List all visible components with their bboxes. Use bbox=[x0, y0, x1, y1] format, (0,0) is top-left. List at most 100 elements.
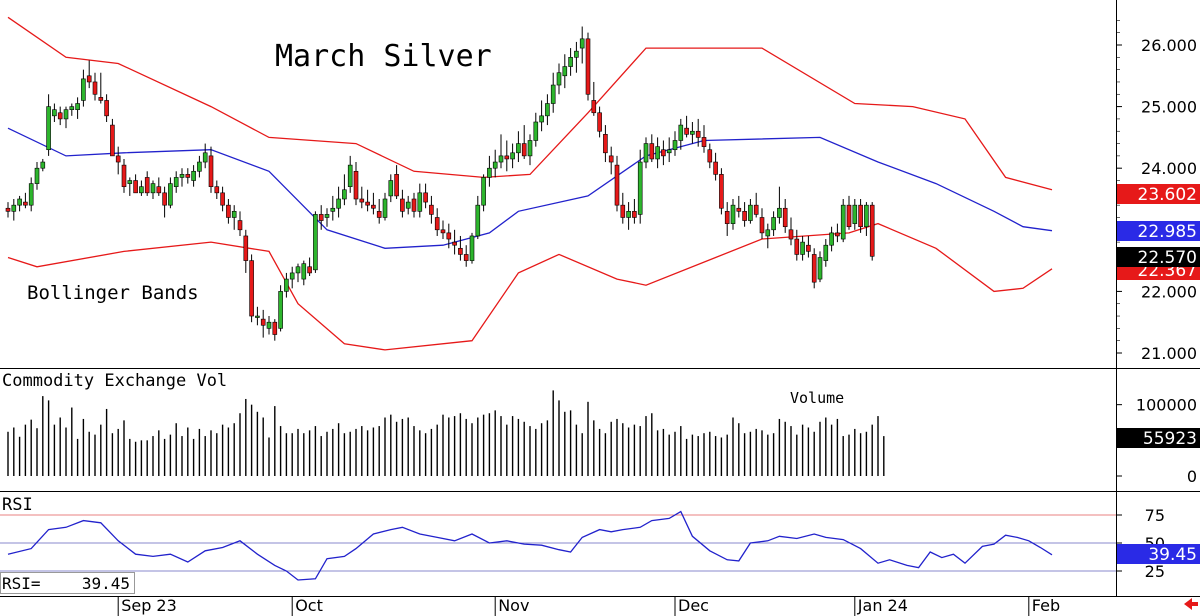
candle-body bbox=[411, 198, 417, 212]
volume-tag-value: 55923 bbox=[1143, 429, 1197, 449]
candle-body bbox=[678, 124, 684, 141]
candle-down bbox=[365, 189, 370, 212]
candle-body bbox=[800, 241, 805, 255]
candle-up bbox=[730, 199, 736, 230]
rsi-readout: RSI= 39.45 bbox=[0, 572, 135, 594]
rsi-tag-value: 39.45 bbox=[1148, 545, 1197, 565]
candle-body bbox=[458, 247, 463, 255]
price-tag-value: 23.602 bbox=[1138, 185, 1197, 205]
candle-body bbox=[81, 78, 86, 101]
candle-up bbox=[550, 72, 556, 113]
candle-down bbox=[846, 195, 852, 230]
price-tag-box bbox=[1117, 221, 1200, 241]
candle-body bbox=[707, 149, 713, 163]
candle-body bbox=[487, 167, 492, 178]
candle-down bbox=[220, 186, 225, 212]
candle-down bbox=[272, 319, 278, 341]
candle-down bbox=[614, 155, 620, 212]
price-tick-label: 21.000 bbox=[1141, 344, 1197, 363]
candle-body bbox=[666, 149, 672, 154]
candle-down bbox=[608, 146, 614, 175]
candle-body bbox=[730, 204, 736, 224]
candle-down bbox=[92, 72, 98, 101]
candle-up bbox=[487, 155, 492, 187]
candle-down bbox=[759, 208, 765, 240]
candle-body bbox=[336, 198, 341, 209]
candle-up bbox=[336, 186, 341, 218]
candle-body bbox=[197, 161, 202, 172]
candle-body bbox=[620, 204, 626, 218]
candle-body bbox=[452, 241, 457, 246]
volume-tick-label: 100000 bbox=[1136, 396, 1197, 415]
candle-body bbox=[17, 198, 22, 206]
candle-body bbox=[498, 155, 504, 163]
candle-body bbox=[278, 291, 283, 329]
candle-body bbox=[463, 254, 469, 261]
candle-body bbox=[226, 204, 231, 218]
candle-down bbox=[649, 134, 655, 163]
candle-down bbox=[376, 199, 382, 224]
candle-body bbox=[28, 183, 34, 206]
candle-body bbox=[603, 134, 608, 154]
candle-body bbox=[400, 198, 405, 212]
candle-body bbox=[446, 232, 452, 240]
candle-up bbox=[289, 266, 295, 289]
candle-down bbox=[597, 106, 602, 138]
candle-down bbox=[458, 235, 463, 261]
date-tick-label: Oct bbox=[295, 596, 323, 615]
candle-down bbox=[713, 152, 718, 181]
price-tag-value: 22.570 bbox=[1138, 248, 1197, 268]
candle-down bbox=[632, 199, 637, 224]
candle-down bbox=[249, 254, 254, 323]
candle-body bbox=[440, 229, 446, 234]
candle-down bbox=[446, 223, 452, 249]
candle-body bbox=[643, 143, 649, 163]
candle-up bbox=[150, 180, 156, 199]
candle-down bbox=[98, 72, 104, 104]
candle-up bbox=[295, 263, 301, 283]
candle-down bbox=[260, 309, 266, 338]
candle-down bbox=[307, 257, 312, 276]
rsi-line bbox=[7, 510, 1053, 581]
candle-body bbox=[632, 211, 637, 218]
candle-down bbox=[463, 245, 469, 267]
left-arrow-icon[interactable] bbox=[1184, 598, 1198, 610]
candle-body bbox=[858, 204, 863, 228]
candle-body bbox=[481, 177, 486, 206]
candle-body bbox=[748, 204, 753, 221]
candle-up bbox=[324, 208, 330, 227]
candle-down bbox=[429, 195, 434, 224]
candle-up bbox=[255, 306, 260, 326]
volume-tag-box bbox=[1117, 428, 1200, 448]
rsi-reference-lines bbox=[0, 514, 1116, 572]
candle-body bbox=[330, 207, 336, 212]
candle-body bbox=[684, 127, 689, 135]
candle-down bbox=[133, 174, 138, 194]
candle-down bbox=[156, 177, 162, 196]
candle-body bbox=[869, 204, 875, 257]
candle-up bbox=[545, 94, 550, 126]
candle-up bbox=[342, 174, 347, 206]
candle-body bbox=[591, 100, 597, 114]
candle-body bbox=[562, 66, 568, 77]
candle-body bbox=[127, 180, 133, 184]
candle-down bbox=[353, 162, 359, 206]
candle-body bbox=[313, 214, 318, 271]
candle-body bbox=[736, 207, 742, 212]
candle-body bbox=[5, 207, 11, 212]
candle-down bbox=[736, 195, 742, 218]
candle-body bbox=[829, 232, 834, 246]
candle-body bbox=[133, 180, 138, 194]
price-tag-black: 22.570 bbox=[1117, 247, 1200, 268]
candle-body bbox=[806, 244, 811, 252]
candle-body bbox=[655, 146, 660, 160]
candle-body bbox=[92, 81, 98, 95]
candle-down bbox=[782, 199, 788, 233]
candle-down bbox=[504, 140, 510, 172]
candle-body bbox=[626, 211, 631, 218]
candle-body bbox=[504, 155, 510, 160]
candle-body bbox=[295, 266, 301, 274]
candle-body bbox=[550, 84, 556, 104]
candle-body bbox=[69, 106, 75, 110]
